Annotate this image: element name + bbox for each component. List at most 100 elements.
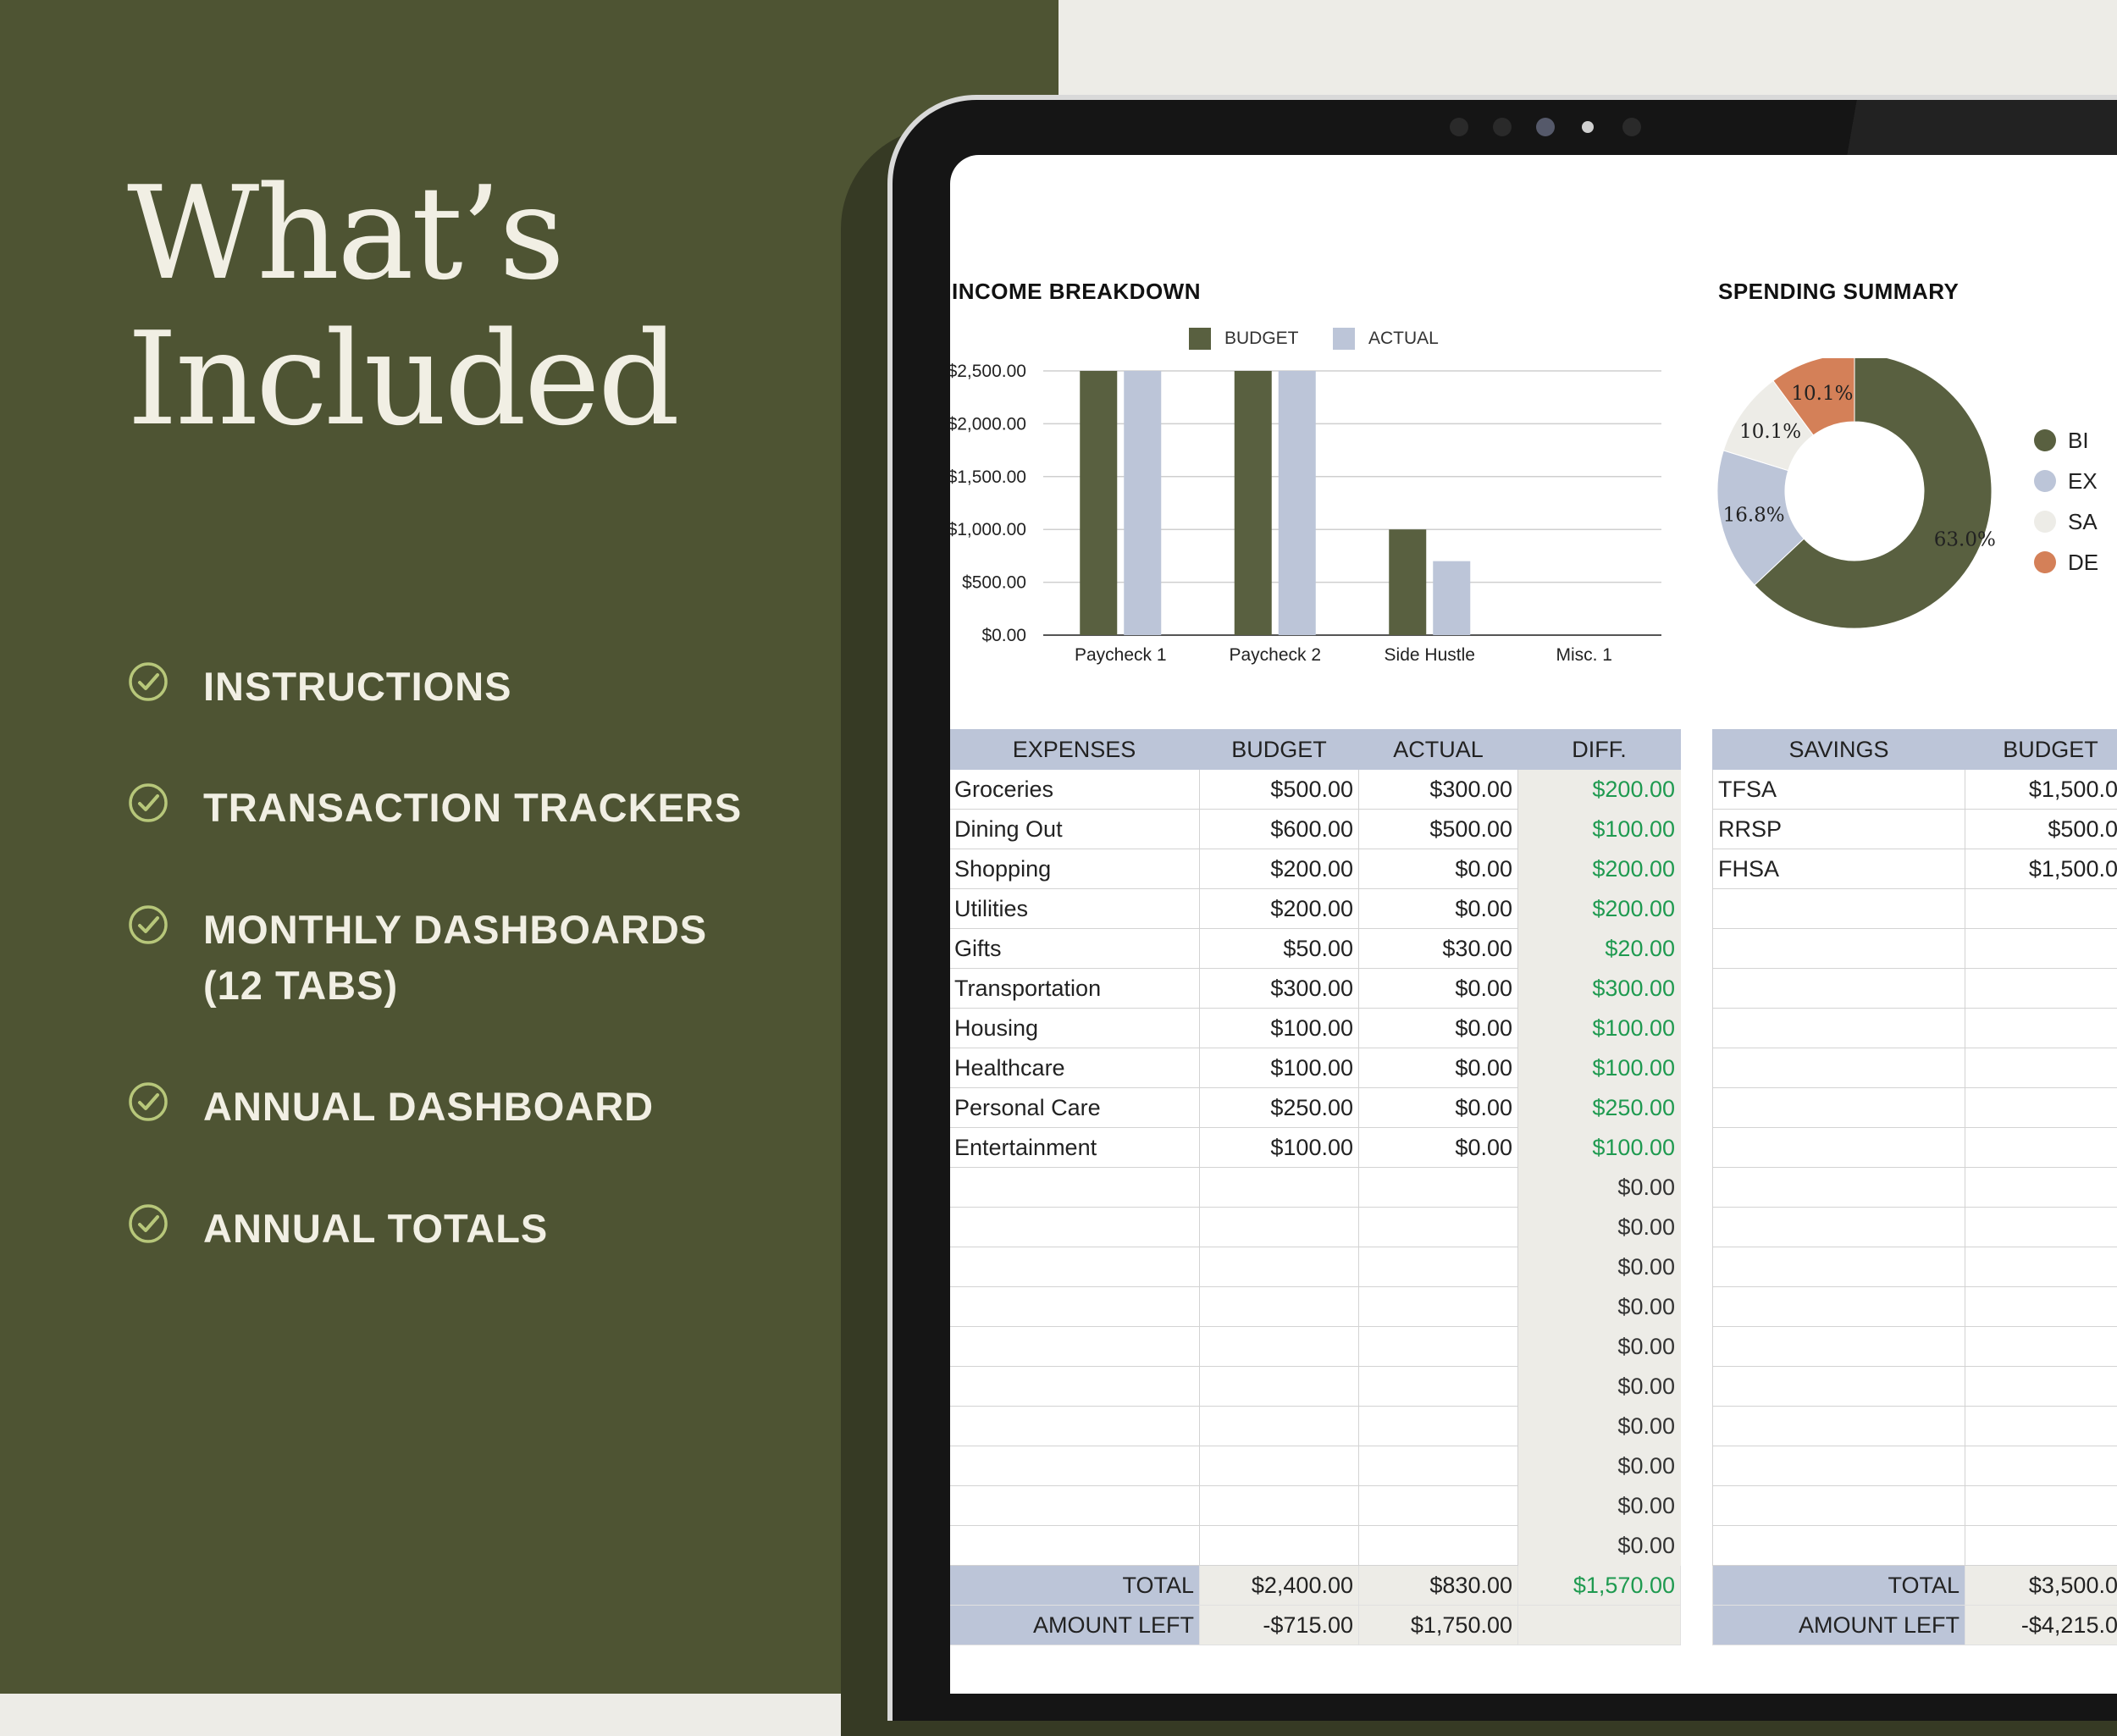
expense-name-cell[interactable]	[950, 1367, 1200, 1407]
expense-budget-cell[interactable]	[1200, 1287, 1359, 1327]
expense-budget-cell[interactable]	[1200, 1526, 1359, 1566]
expense-budget-cell[interactable]: $300.00	[1200, 969, 1359, 1009]
savings-budget-cell[interactable]	[1965, 1407, 2117, 1446]
expense-actual-cell[interactable]: $0.00	[1359, 1128, 1518, 1168]
expense-name-cell[interactable]: Groceries	[950, 770, 1200, 810]
expense-name-cell[interactable]	[950, 1486, 1200, 1526]
expense-name-cell[interactable]: Entertainment	[950, 1128, 1200, 1168]
savings-budget-cell[interactable]	[1965, 969, 2117, 1009]
expense-diff-cell[interactable]: $100.00	[1518, 1128, 1681, 1168]
expense-actual-cell[interactable]	[1359, 1407, 1518, 1446]
expense-budget-cell[interactable]	[1200, 1486, 1359, 1526]
expense-budget-cell[interactable]	[1200, 1327, 1359, 1367]
expense-diff-cell[interactable]: $0.00	[1518, 1247, 1681, 1287]
expense-budget-cell[interactable]: $250.00	[1200, 1088, 1359, 1128]
expense-budget-cell[interactable]: $500.00	[1200, 770, 1359, 810]
expense-name-cell[interactable]: Gifts	[950, 929, 1200, 969]
expense-budget-cell[interactable]	[1200, 1208, 1359, 1247]
savings-budget-cell[interactable]	[1965, 1128, 2117, 1168]
savings-name-cell[interactable]	[1713, 1247, 1965, 1287]
expense-diff-cell[interactable]: $200.00	[1518, 849, 1681, 889]
expense-actual-cell[interactable]	[1359, 1526, 1518, 1566]
expense-budget-cell[interactable]: $100.00	[1200, 1048, 1359, 1088]
expense-actual-cell[interactable]	[1359, 1287, 1518, 1327]
expense-budget-cell[interactable]	[1200, 1168, 1359, 1208]
savings-name-cell[interactable]: TFSA	[1713, 770, 1965, 810]
expense-budget-cell[interactable]	[1200, 1407, 1359, 1446]
expense-diff-cell[interactable]: $0.00	[1518, 1486, 1681, 1526]
savings-budget-cell[interactable]	[1965, 1168, 2117, 1208]
expense-diff-cell[interactable]: $100.00	[1518, 810, 1681, 849]
savings-budget-cell[interactable]	[1965, 1486, 2117, 1526]
savings-budget-cell[interactable]: $1,500.00	[1965, 770, 2117, 810]
savings-budget-cell[interactable]	[1965, 1526, 2117, 1566]
savings-name-cell[interactable]	[1713, 1128, 1965, 1168]
expense-actual-cell[interactable]	[1359, 1208, 1518, 1247]
expense-actual-cell[interactable]: $30.00	[1359, 929, 1518, 969]
expense-diff-cell[interactable]: $0.00	[1518, 1327, 1681, 1367]
savings-name-cell[interactable]	[1713, 1088, 1965, 1128]
expense-actual-cell[interactable]	[1359, 1446, 1518, 1486]
savings-name-cell[interactable]	[1713, 1407, 1965, 1446]
expense-actual-cell[interactable]: $0.00	[1359, 1088, 1518, 1128]
savings-name-cell[interactable]: FHSA	[1713, 849, 1965, 889]
savings-budget-cell[interactable]	[1965, 1247, 2117, 1287]
expense-actual-cell[interactable]	[1359, 1247, 1518, 1287]
savings-name-cell[interactable]	[1713, 969, 1965, 1009]
expense-name-cell[interactable]	[950, 1407, 1200, 1446]
expense-diff-cell[interactable]: $300.00	[1518, 969, 1681, 1009]
savings-name-cell[interactable]	[1713, 1168, 1965, 1208]
savings-budget-cell[interactable]	[1965, 1048, 2117, 1088]
savings-name-cell[interactable]	[1713, 1367, 1965, 1407]
expense-actual-cell[interactable]	[1359, 1168, 1518, 1208]
expense-diff-cell[interactable]: $100.00	[1518, 1009, 1681, 1048]
savings-name-cell[interactable]: RRSP	[1713, 810, 1965, 849]
expense-name-cell[interactable]	[950, 1526, 1200, 1566]
savings-budget-cell[interactable]: $1,500.00	[1965, 849, 2117, 889]
expense-diff-cell[interactable]: $0.00	[1518, 1526, 1681, 1566]
expense-diff-cell[interactable]: $0.00	[1518, 1367, 1681, 1407]
expense-name-cell[interactable]	[950, 1327, 1200, 1367]
savings-budget-cell[interactable]	[1965, 1446, 2117, 1486]
expense-budget-cell[interactable]: $50.00	[1200, 929, 1359, 969]
expense-name-cell[interactable]: Utilities	[950, 889, 1200, 929]
expense-budget-cell[interactable]	[1200, 1247, 1359, 1287]
expense-actual-cell[interactable]: $0.00	[1359, 1048, 1518, 1088]
savings-budget-cell[interactable]	[1965, 1208, 2117, 1247]
savings-budget-cell[interactable]: $500.00	[1965, 810, 2117, 849]
expense-diff-cell[interactable]: $0.00	[1518, 1287, 1681, 1327]
savings-name-cell[interactable]	[1713, 1327, 1965, 1367]
expense-actual-cell[interactable]	[1359, 1486, 1518, 1526]
expense-name-cell[interactable]: Shopping	[950, 849, 1200, 889]
expense-actual-cell[interactable]: $0.00	[1359, 889, 1518, 929]
savings-budget-cell[interactable]	[1965, 889, 2117, 929]
expense-actual-cell[interactable]: $0.00	[1359, 969, 1518, 1009]
expense-actual-cell[interactable]: $300.00	[1359, 770, 1518, 810]
expense-diff-cell[interactable]: $100.00	[1518, 1048, 1681, 1088]
expense-diff-cell[interactable]: $250.00	[1518, 1088, 1681, 1128]
expense-diff-cell[interactable]: $200.00	[1518, 770, 1681, 810]
expense-budget-cell[interactable]: $100.00	[1200, 1128, 1359, 1168]
expense-diff-cell[interactable]: $0.00	[1518, 1446, 1681, 1486]
expense-diff-cell[interactable]: $20.00	[1518, 929, 1681, 969]
savings-budget-cell[interactable]	[1965, 1367, 2117, 1407]
expense-name-cell[interactable]: Healthcare	[950, 1048, 1200, 1088]
expense-budget-cell[interactable]	[1200, 1446, 1359, 1486]
savings-name-cell[interactable]	[1713, 1486, 1965, 1526]
savings-name-cell[interactable]	[1713, 1208, 1965, 1247]
expense-name-cell[interactable]	[950, 1168, 1200, 1208]
savings-budget-cell[interactable]	[1965, 1009, 2117, 1048]
expense-budget-cell[interactable]	[1200, 1367, 1359, 1407]
savings-name-cell[interactable]	[1713, 1526, 1965, 1566]
savings-name-cell[interactable]	[1713, 1287, 1965, 1327]
expense-name-cell[interactable]: Transportation	[950, 969, 1200, 1009]
savings-name-cell[interactable]	[1713, 929, 1965, 969]
expense-diff-cell[interactable]: $0.00	[1518, 1168, 1681, 1208]
savings-budget-cell[interactable]	[1965, 929, 2117, 969]
expense-diff-cell[interactable]: $0.00	[1518, 1407, 1681, 1446]
expense-name-cell[interactable]: Personal Care	[950, 1088, 1200, 1128]
expense-budget-cell[interactable]: $200.00	[1200, 889, 1359, 929]
savings-name-cell[interactable]	[1713, 1009, 1965, 1048]
expense-actual-cell[interactable]	[1359, 1367, 1518, 1407]
expense-budget-cell[interactable]: $100.00	[1200, 1009, 1359, 1048]
